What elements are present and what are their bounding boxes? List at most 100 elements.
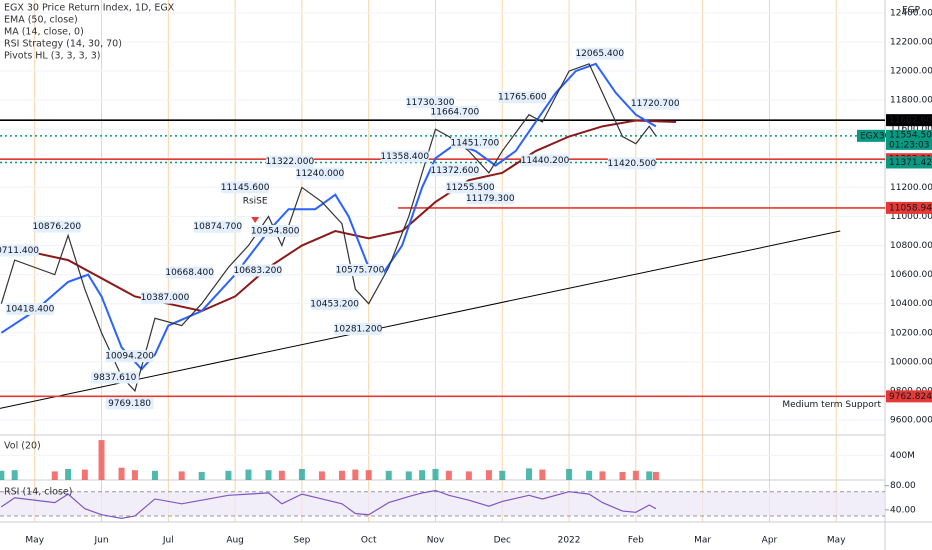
volume-bar xyxy=(405,471,412,480)
pivot-label: 11255.500 xyxy=(446,183,495,193)
level-label: 11058.942 xyxy=(889,203,932,213)
y-tick-label: 10400.000 xyxy=(890,299,932,309)
level-badge xyxy=(886,156,932,169)
y-tick-label: 400M xyxy=(890,451,915,461)
pivot-label: 11765.600 xyxy=(498,93,547,103)
level-label: 11662.604 xyxy=(889,116,932,126)
pivots-legend: Pivots HL (3, 3, 3, 3) xyxy=(4,51,100,62)
y-tick-label: 40.00 xyxy=(890,505,916,515)
pivot-box xyxy=(310,297,359,310)
pivot-box xyxy=(233,264,282,277)
level-text: Medium term Support xyxy=(782,400,881,410)
pivot-label: 10876.200 xyxy=(32,222,81,232)
level-badge xyxy=(886,390,932,403)
pivot-label: 11440.200 xyxy=(521,156,570,166)
y-tick-label: 9600.000 xyxy=(890,416,932,426)
rsi-line xyxy=(0,489,657,519)
pivot-label: 10874.700 xyxy=(193,222,242,232)
level-label: 11371.428 xyxy=(889,158,932,168)
pivot-box xyxy=(607,157,656,170)
pivot-box xyxy=(336,264,385,277)
pivot-box xyxy=(90,371,139,384)
y-tick-label: 12400.000 xyxy=(890,8,932,18)
y-tick-label: 10600.000 xyxy=(890,270,932,280)
volume-bar xyxy=(365,470,372,480)
pivot-label: 10575.700 xyxy=(336,266,385,276)
volume-bar xyxy=(619,472,626,480)
pivot-label: 10683.200 xyxy=(233,266,282,276)
pivot-box xyxy=(105,397,154,410)
y-tick-label: 11600.000 xyxy=(890,125,932,135)
y-tick-label: 12000.000 xyxy=(890,67,932,77)
volume-bar xyxy=(586,470,593,480)
pivot-box xyxy=(430,105,479,118)
x-tick-label: Sep xyxy=(293,536,310,546)
y-tick-label: 11000.000 xyxy=(890,212,932,222)
indicator-line xyxy=(1,119,676,313)
volume-bar xyxy=(118,467,125,480)
pivot-label: 10418.400 xyxy=(6,305,55,315)
volume-bar xyxy=(318,471,325,480)
pivot-label: 10387.000 xyxy=(141,293,190,303)
pivot-label: 9769.180 xyxy=(108,399,151,409)
y-tick-label: 10800.000 xyxy=(890,241,932,251)
pivot-label: 11720.700 xyxy=(631,99,680,109)
pivot-label: 9837.610 xyxy=(93,373,136,383)
volume-bar xyxy=(599,471,606,480)
x-tick-label: Dec xyxy=(494,536,511,546)
x-tick-label: May xyxy=(25,536,44,546)
volume-bar xyxy=(432,468,439,480)
x-tick-label: Mar xyxy=(694,536,711,546)
pivot-label: 10453.200 xyxy=(310,299,359,309)
volume-bar xyxy=(539,469,546,480)
y-tick-label: 10200.000 xyxy=(890,328,932,338)
last-name: EGX30 xyxy=(860,131,891,141)
volume-bar xyxy=(225,470,232,480)
volume-bar xyxy=(0,470,5,480)
pivot-label: 10954.800 xyxy=(251,227,300,237)
y-tick-label: 11200.000 xyxy=(890,183,932,193)
volume-bar xyxy=(278,470,285,480)
pivot-box xyxy=(334,322,383,335)
pivot-label: 10711.400 xyxy=(0,246,39,256)
ma-legend: MA (14, close, 0) xyxy=(4,27,84,38)
x-tick-label: Nov xyxy=(427,536,445,546)
chart-title: EGX 30 Price Return Index, 1D, EGX xyxy=(4,3,175,14)
volume-bar xyxy=(652,472,659,480)
pivot-label: 11358.400 xyxy=(380,152,429,162)
signal-arrow xyxy=(251,217,260,224)
volume-bar xyxy=(178,471,185,480)
pivot-label: 11372.600 xyxy=(431,166,480,176)
pivot-box xyxy=(380,150,429,163)
ema-legend: EMA (50, close) xyxy=(4,15,78,26)
volume-bar xyxy=(11,470,18,480)
volume-bar xyxy=(338,470,345,480)
pivot-box xyxy=(6,303,55,316)
volume-bar xyxy=(385,470,392,480)
pivot-box xyxy=(575,47,624,60)
price-line xyxy=(0,63,657,393)
pivot-label: 11179.300 xyxy=(466,194,515,204)
trendline xyxy=(0,230,841,409)
pivot-box xyxy=(446,181,495,194)
volume-bar xyxy=(151,470,158,480)
x-tick-label: Apr xyxy=(762,536,778,546)
volume-bar xyxy=(98,440,105,480)
x-tick-label: Aug xyxy=(226,536,244,546)
pivot-box xyxy=(251,225,300,238)
y-tick-label: 80.00 xyxy=(890,481,916,491)
pivot-label: 11664.700 xyxy=(431,107,480,117)
volume-bar xyxy=(566,468,573,480)
rsi-legend: RSI (14, close) xyxy=(4,487,72,498)
x-tick-label: Oct xyxy=(361,536,377,546)
pivot-label: 11420.500 xyxy=(608,159,657,169)
pivot-box xyxy=(631,97,680,110)
volume-bar xyxy=(632,470,639,480)
pivot-box xyxy=(406,96,455,109)
volume-legend: Vol (20) xyxy=(4,441,41,452)
volume-bar xyxy=(65,468,72,480)
pivot-box xyxy=(521,154,570,167)
volume-bar xyxy=(51,471,58,480)
